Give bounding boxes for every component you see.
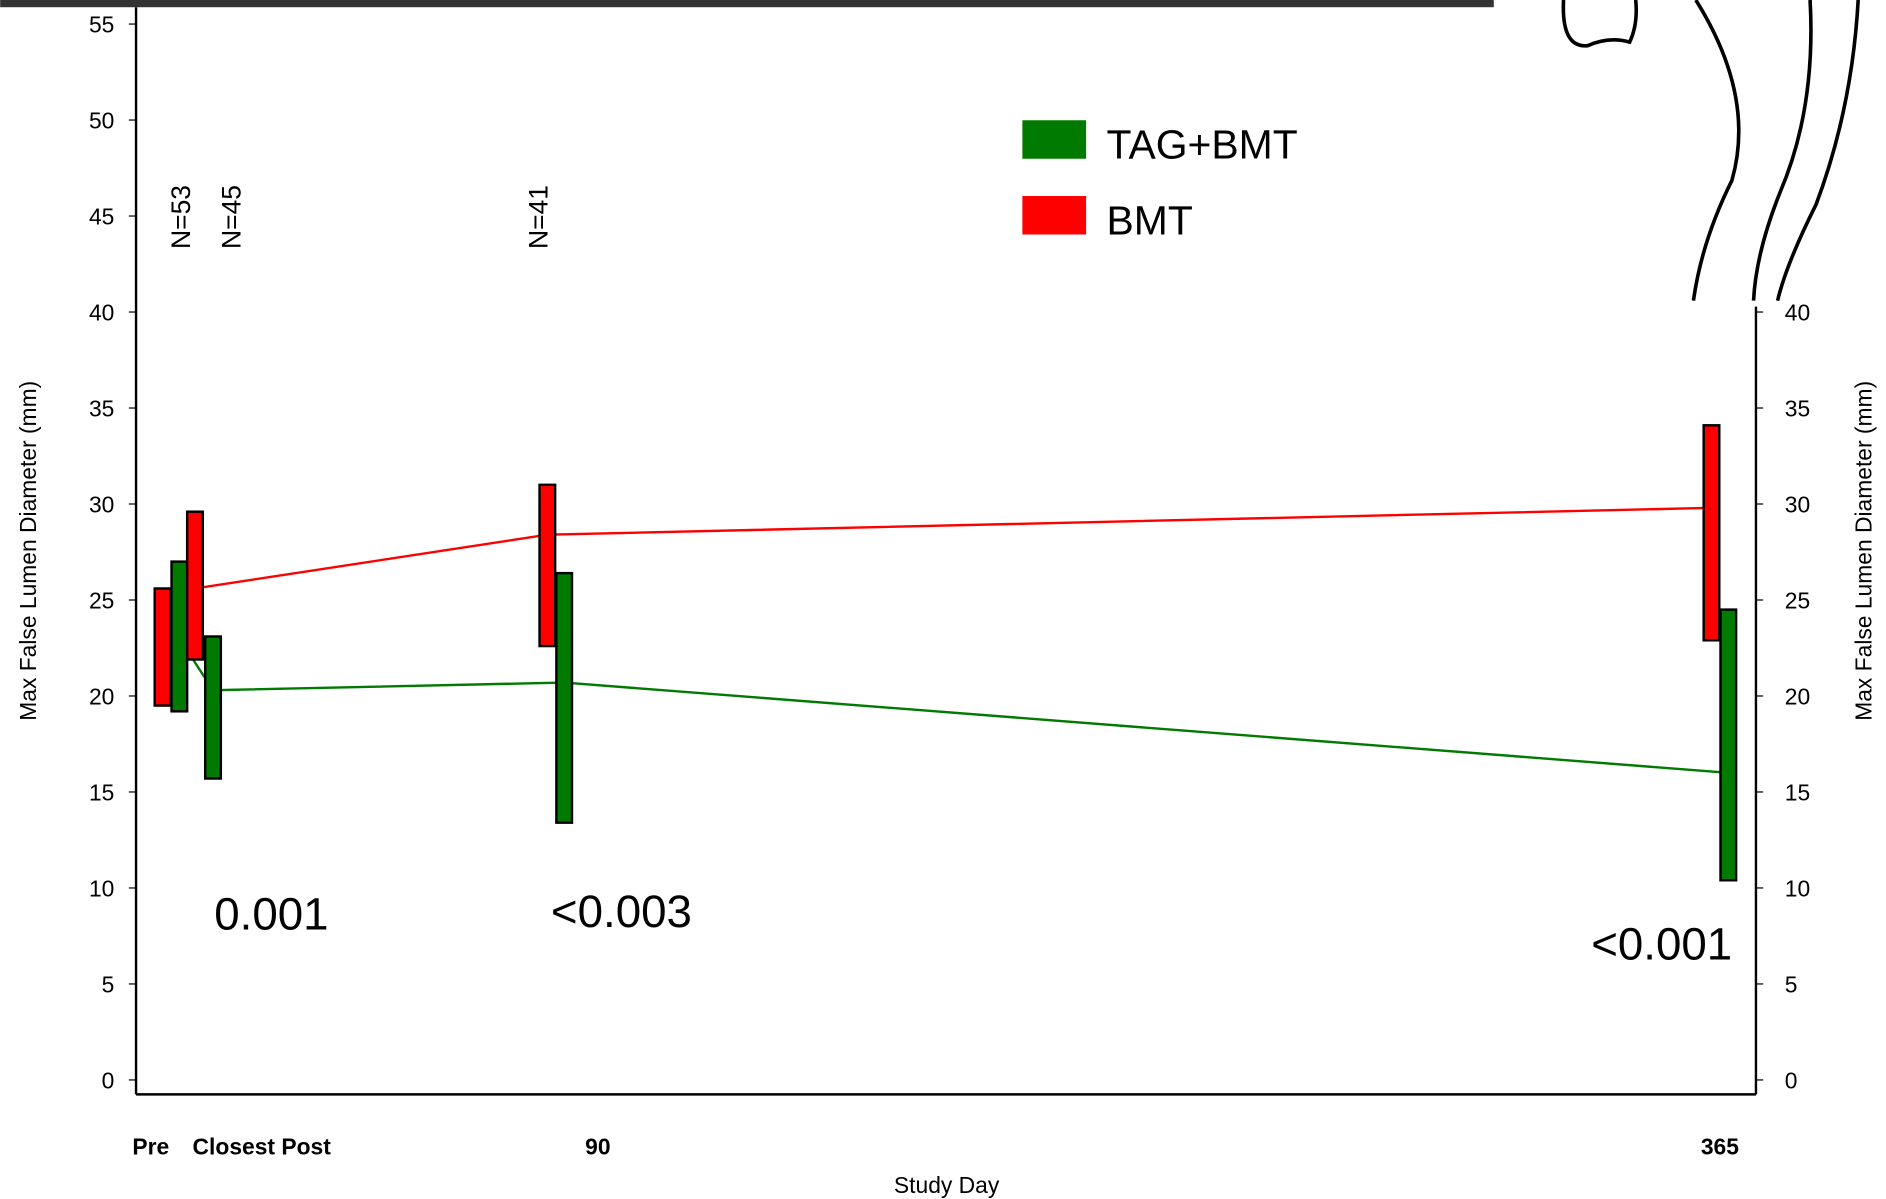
y2-tick-label: 15 xyxy=(1785,779,1810,805)
x-tick-label: 90 xyxy=(585,1134,610,1160)
y-tick-label: 10 xyxy=(89,875,114,901)
range-bar xyxy=(556,573,572,823)
chart: Max False Lumen Diameter (mm) Max False … xyxy=(0,0,1886,1199)
y2-tick-label: 5 xyxy=(1785,971,1798,997)
y2-tick-label: 10 xyxy=(1785,875,1810,901)
p-value: <0.001 xyxy=(1591,919,1732,970)
y-tick-label: 25 xyxy=(89,587,114,613)
y-tick-label: 40 xyxy=(89,299,114,325)
sample-size: N=41 xyxy=(523,185,553,249)
x-tick-label: Pre xyxy=(132,1134,169,1160)
mean-line xyxy=(163,508,1712,650)
range-bar xyxy=(172,562,188,712)
range-bar xyxy=(1720,610,1736,881)
range-bar xyxy=(540,485,556,646)
y2-tick-label: 40 xyxy=(1785,299,1810,325)
y2-tick-label: 25 xyxy=(1785,587,1810,613)
sample-size: N=45 xyxy=(217,185,247,249)
y2-axis-label: Max False Lumen Diameter (mm) xyxy=(1850,381,1876,721)
legend-swatch xyxy=(1022,196,1086,234)
legend-label: BMT xyxy=(1107,198,1193,244)
mean-line xyxy=(179,638,1728,772)
y2-tick-label: 35 xyxy=(1785,395,1810,421)
y2-tick-label: 30 xyxy=(1785,491,1810,517)
y2-tick-label: 20 xyxy=(1785,683,1810,709)
y-tick-label: 55 xyxy=(89,11,114,37)
y-axis-label: Max False Lumen Diameter (mm) xyxy=(15,381,41,721)
y-tick-label: 0 xyxy=(102,1067,115,1093)
y-tick-label: 35 xyxy=(89,395,114,421)
y-tick-label: 50 xyxy=(89,107,114,133)
x-axis-label: Study Day xyxy=(894,1172,1000,1198)
y-tick-label: 5 xyxy=(102,971,115,997)
top-bar xyxy=(0,0,1494,7)
y-tick-label: 15 xyxy=(89,779,114,805)
range-bar xyxy=(155,588,171,705)
legend-label: TAG+BMT xyxy=(1107,122,1298,168)
range-bar xyxy=(205,636,221,778)
y-tick-label: 45 xyxy=(89,203,114,229)
y2-tick-label: 0 xyxy=(1785,1067,1798,1093)
legend-swatch xyxy=(1022,120,1086,158)
p-value: 0.001 xyxy=(214,889,328,940)
y-tick-label: 30 xyxy=(89,491,114,517)
sample-size: N=53 xyxy=(166,185,196,249)
x-tick-label: 365 xyxy=(1701,1134,1739,1160)
y-tick-label: 20 xyxy=(89,683,114,709)
range-bar xyxy=(1704,425,1720,640)
x-tick-label: Closest Post xyxy=(193,1134,332,1160)
range-bar xyxy=(187,512,203,660)
p-value: <0.003 xyxy=(551,886,692,937)
